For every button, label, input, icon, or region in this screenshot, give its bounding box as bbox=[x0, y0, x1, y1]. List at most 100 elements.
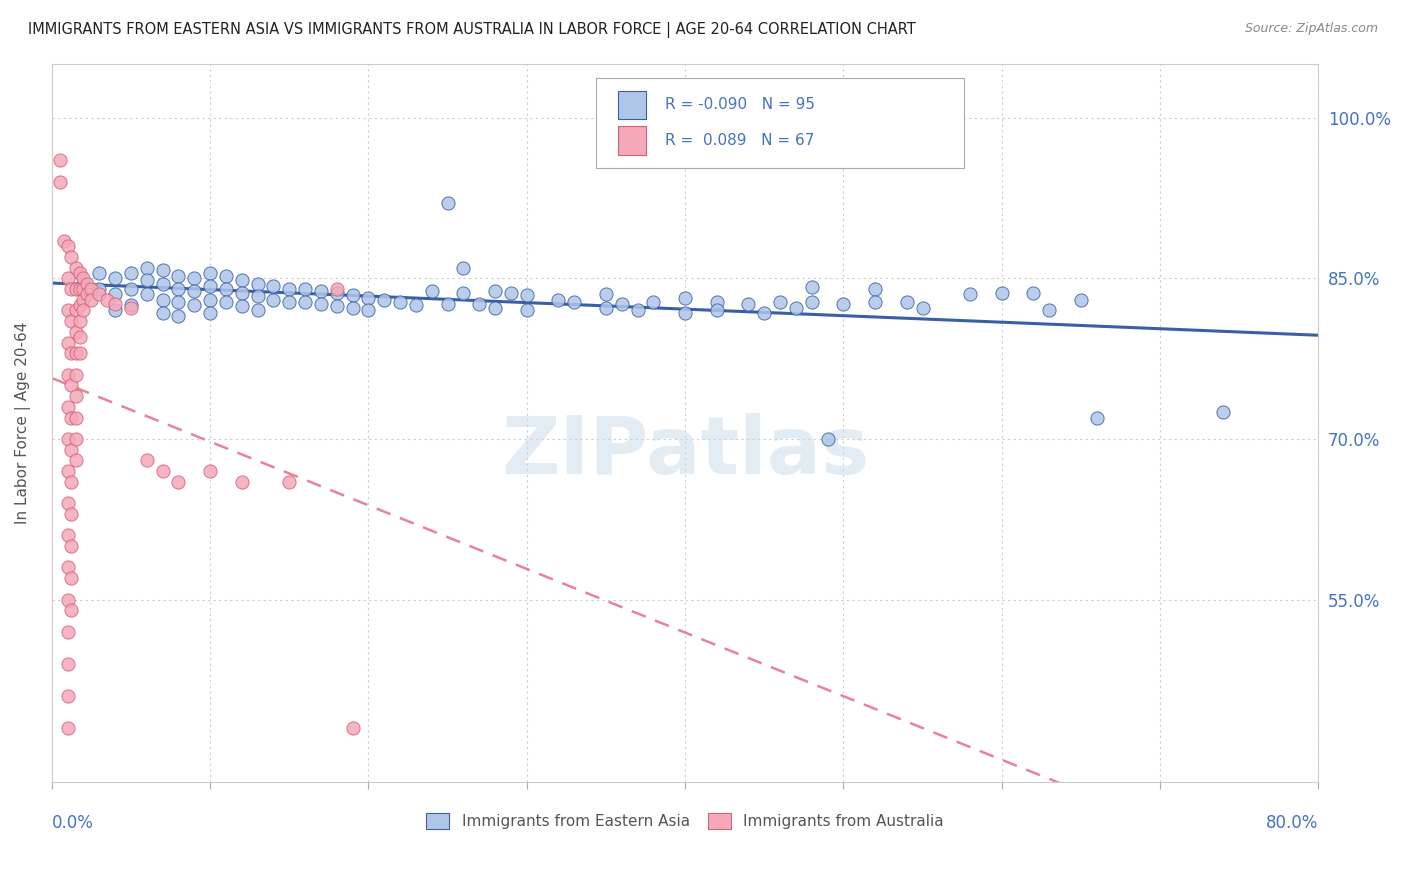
FancyBboxPatch shape bbox=[617, 127, 645, 155]
Point bbox=[53, 234, 76, 248]
Point bbox=[59, 442, 82, 457]
Point bbox=[183, 298, 205, 312]
Point bbox=[152, 262, 174, 277]
Point bbox=[769, 294, 792, 309]
Point bbox=[167, 282, 190, 296]
Point bbox=[56, 624, 79, 639]
Point bbox=[863, 294, 886, 309]
Point bbox=[56, 400, 79, 414]
Point bbox=[65, 389, 87, 403]
Point bbox=[56, 368, 79, 382]
Point bbox=[56, 303, 79, 318]
Point bbox=[56, 657, 79, 671]
Point bbox=[1038, 303, 1060, 318]
Point bbox=[72, 271, 94, 285]
Point bbox=[373, 293, 395, 307]
Point bbox=[468, 297, 491, 311]
Point bbox=[643, 294, 665, 309]
Point bbox=[863, 282, 886, 296]
Point bbox=[484, 301, 506, 316]
Point bbox=[56, 592, 79, 607]
Point bbox=[152, 464, 174, 478]
Point bbox=[65, 410, 87, 425]
Point bbox=[562, 294, 585, 309]
Text: 80.0%: 80.0% bbox=[1265, 814, 1319, 832]
Text: R = -0.090   N = 95: R = -0.090 N = 95 bbox=[665, 97, 815, 112]
Point bbox=[72, 277, 94, 291]
Point bbox=[706, 303, 728, 318]
Point bbox=[59, 603, 82, 617]
Point bbox=[59, 507, 82, 521]
Point bbox=[56, 528, 79, 542]
Point bbox=[231, 286, 253, 301]
Point bbox=[990, 286, 1012, 301]
Point bbox=[89, 282, 111, 296]
Point bbox=[59, 250, 82, 264]
Point bbox=[152, 293, 174, 307]
Point bbox=[167, 475, 190, 489]
Point bbox=[69, 346, 91, 360]
Point bbox=[167, 269, 190, 284]
Point bbox=[56, 689, 79, 703]
Point bbox=[59, 571, 82, 585]
Text: R =  0.089   N = 67: R = 0.089 N = 67 bbox=[665, 133, 814, 148]
Point bbox=[215, 282, 238, 296]
Point bbox=[152, 277, 174, 291]
Point bbox=[56, 721, 79, 735]
Point bbox=[309, 297, 332, 311]
Point bbox=[737, 297, 759, 311]
Point bbox=[69, 266, 91, 280]
Point bbox=[896, 294, 918, 309]
Point bbox=[120, 266, 142, 280]
Point bbox=[1070, 293, 1092, 307]
Point bbox=[1212, 405, 1234, 419]
Point bbox=[342, 721, 364, 735]
Point bbox=[48, 153, 70, 168]
Point bbox=[817, 432, 839, 446]
Point bbox=[484, 284, 506, 298]
Text: IMMIGRANTS FROM EASTERN ASIA VS IMMIGRANTS FROM AUSTRALIA IN LABOR FORCE | AGE 2: IMMIGRANTS FROM EASTERN ASIA VS IMMIGRAN… bbox=[28, 22, 915, 38]
Point bbox=[453, 260, 475, 275]
FancyBboxPatch shape bbox=[596, 78, 963, 168]
Point bbox=[547, 293, 569, 307]
Point bbox=[198, 464, 221, 478]
Point bbox=[65, 325, 87, 339]
Point bbox=[198, 266, 221, 280]
Point bbox=[167, 294, 190, 309]
Point bbox=[326, 282, 349, 296]
Point bbox=[231, 299, 253, 313]
Point bbox=[69, 314, 91, 328]
Point bbox=[72, 303, 94, 318]
Point bbox=[104, 297, 127, 311]
Point bbox=[516, 288, 538, 302]
Point bbox=[595, 301, 617, 316]
Point bbox=[65, 368, 87, 382]
Point bbox=[198, 278, 221, 293]
Point bbox=[357, 291, 380, 305]
Point bbox=[80, 282, 103, 296]
Point bbox=[595, 287, 617, 301]
Legend: Immigrants from Eastern Asia, Immigrants from Australia: Immigrants from Eastern Asia, Immigrants… bbox=[420, 806, 950, 835]
Point bbox=[326, 299, 349, 313]
Point bbox=[120, 298, 142, 312]
Point bbox=[65, 432, 87, 446]
Point bbox=[80, 293, 103, 307]
Point bbox=[72, 282, 94, 296]
Point bbox=[246, 303, 269, 318]
Point bbox=[56, 560, 79, 574]
Point bbox=[120, 301, 142, 316]
Point bbox=[65, 303, 87, 318]
Point bbox=[832, 297, 855, 311]
Point bbox=[135, 287, 157, 301]
Point bbox=[152, 305, 174, 319]
Point bbox=[198, 293, 221, 307]
Point bbox=[610, 297, 633, 311]
Point bbox=[1022, 286, 1045, 301]
Point bbox=[167, 309, 190, 323]
Point bbox=[56, 335, 79, 350]
Point bbox=[436, 297, 458, 311]
Point bbox=[59, 539, 82, 553]
Point bbox=[754, 305, 776, 319]
Point bbox=[59, 475, 82, 489]
Point bbox=[56, 271, 79, 285]
